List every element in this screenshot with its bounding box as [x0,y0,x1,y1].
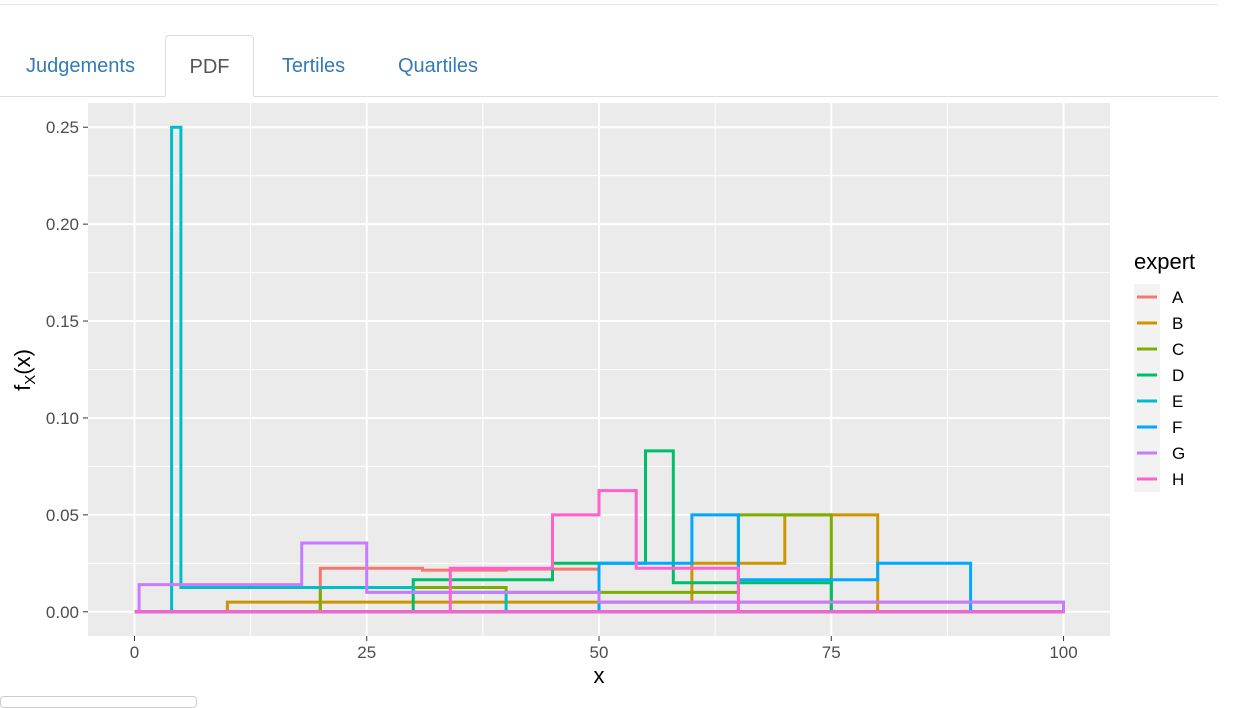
legend-label-h: H [1172,470,1184,489]
y-tick-label: 0.00 [46,603,79,622]
y-tick-label: 0.15 [46,312,79,331]
x-tick-label: 0 [130,643,139,662]
legend-title: expert [1134,249,1195,274]
series-h-line [134,489,1064,614]
tab-tertiles[interactable]: Tertiles [281,55,346,77]
legend-label-a: A [1172,288,1184,307]
legend-label-f: F [1172,418,1182,437]
y-axis-title-tail: (x) [10,349,35,375]
legend-label-b: B [1172,314,1183,333]
pdf-chart: 0.00 0.05 0.10 0.15 0.20 0.25 0 25 50 75 100 x fX… [10,103,1195,688]
legend-label-d: D [1172,366,1184,385]
tab-pdf[interactable]: PDF [165,35,254,97]
tab-judgements[interactable]: Judgements [26,55,135,77]
tab-bar: Judgements PDF Tertiles Quartiles [0,35,1218,97]
top-divider [0,4,1218,5]
y-tick-label: 0.25 [46,118,79,137]
series-lines [134,125,1065,614]
y-tick-label: 0.10 [46,409,79,428]
legend-label-g: G [1172,444,1185,463]
x-axis: 0 25 50 75 100 [130,636,1078,662]
bottom-panel-edge [0,696,197,708]
y-axis-title-sub: X [22,375,39,385]
y-axis-title: fX(x) [10,349,39,391]
tab-quartiles[interactable]: Quartiles [397,55,479,77]
legend-label-e: E [1172,392,1183,411]
x-tick-label: 100 [1049,643,1077,662]
x-axis-title: x [594,663,605,688]
y-axis-title-main: f [10,384,35,391]
x-tick-label: 25 [357,643,376,662]
legend-label-c: C [1172,340,1184,359]
x-tick-label: 50 [590,643,609,662]
y-tick-label: 0.20 [46,215,79,234]
y-axis: 0.00 0.05 0.10 0.15 0.20 0.25 [46,118,88,622]
series-g-line [134,541,1065,614]
x-tick-label: 75 [822,643,841,662]
y-tick-label: 0.05 [46,506,79,525]
